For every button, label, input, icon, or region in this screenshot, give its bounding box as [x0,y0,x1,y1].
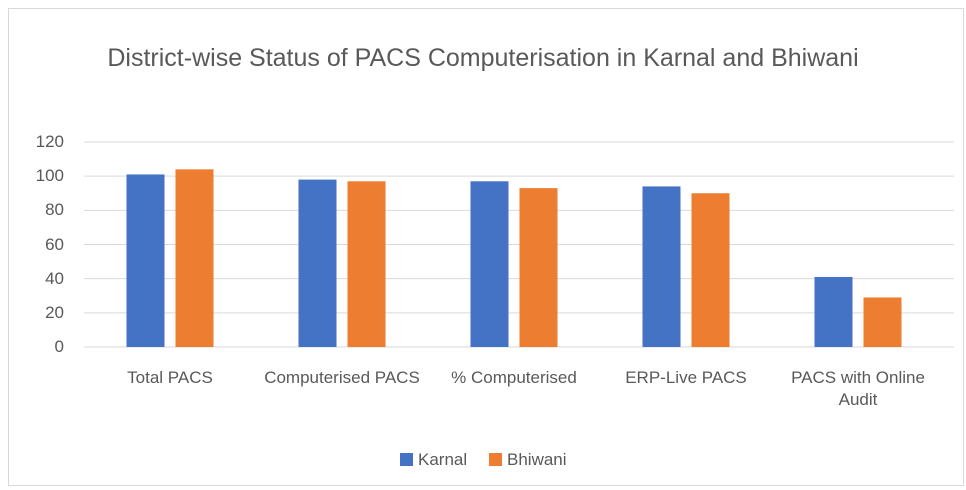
bar [814,276,853,347]
y-tick-label: 100 [35,166,64,186]
y-tick-label: 0 [54,337,64,356]
bar [347,181,386,347]
legend-swatch [489,453,502,466]
x-tick-label: Computerised PACS [264,368,420,387]
y-tick-label: 40 [45,268,64,288]
bar [126,174,165,347]
y-tick-label: 20 [45,302,64,322]
legend-label: Karnal [418,450,468,469]
x-tick-label: % Computerised [451,368,577,387]
bar [691,193,730,347]
bar [470,181,509,347]
bar [175,169,214,347]
y-tick-label: 60 [45,234,64,254]
bar [863,297,902,347]
x-tick-label: PACS with Online Audit [791,368,925,409]
legend-swatch [400,453,413,466]
y-tick-label: 120 [35,132,64,151]
y-tick-label: 80 [45,200,64,220]
chart-title: District-wise Status of PACS Computerisa… [107,44,859,72]
x-tick-label: ERP-Live PACS [625,368,747,387]
bar [642,186,681,347]
bar [298,179,337,347]
x-tick-label: Total PACS [127,368,213,387]
legend-label: Bhiwani [507,450,567,469]
bar [519,188,558,347]
